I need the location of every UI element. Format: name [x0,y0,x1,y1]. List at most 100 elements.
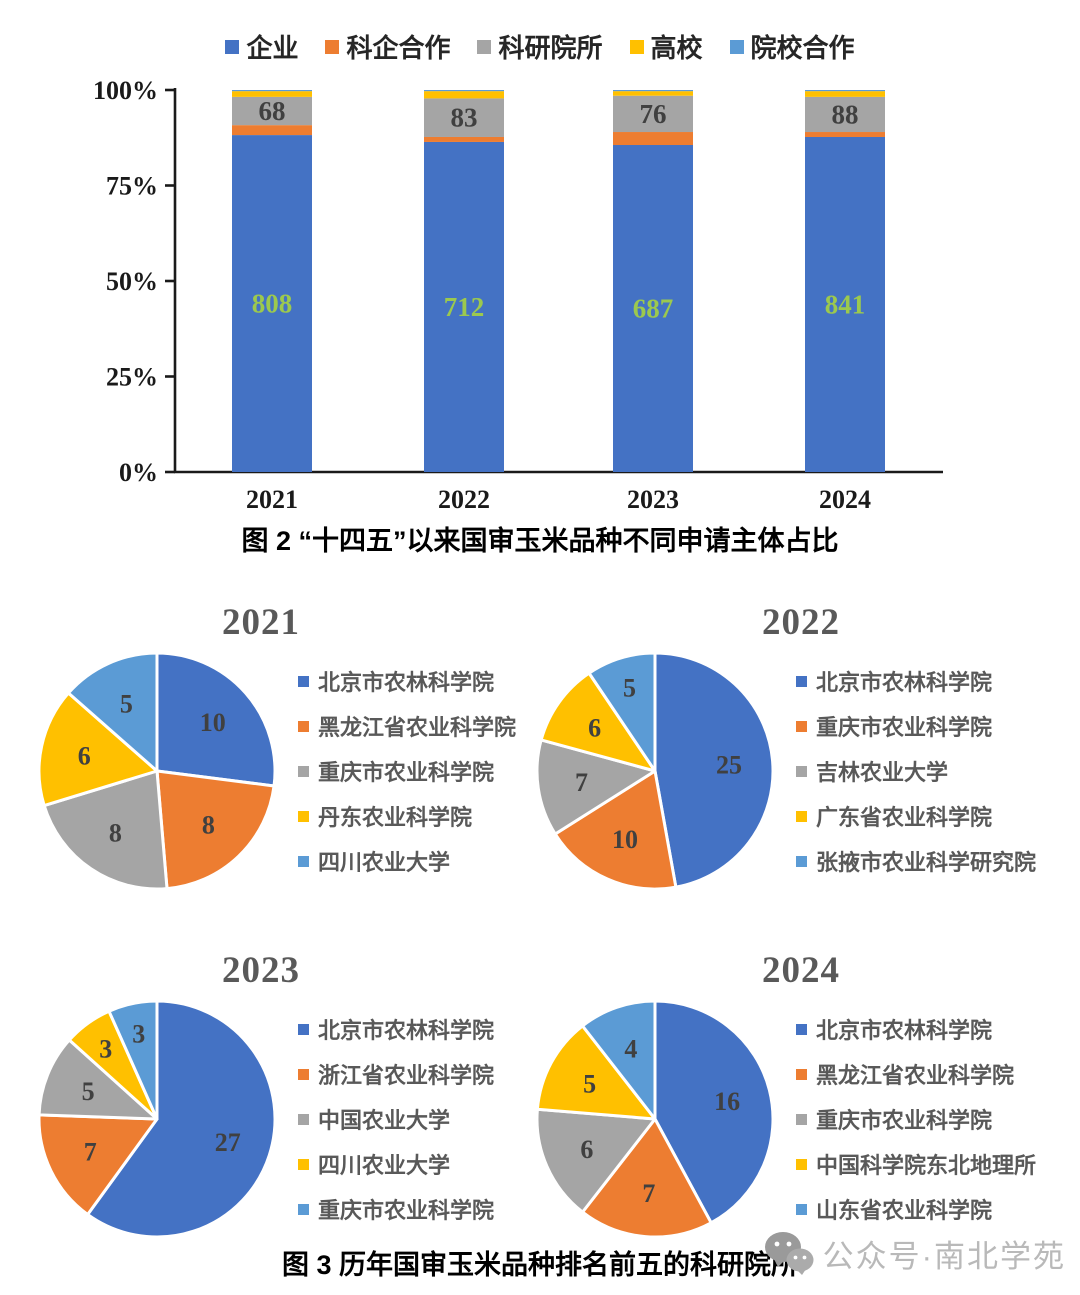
svg-text:0%: 0% [119,458,158,487]
svg-text:10: 10 [200,708,226,737]
svg-text:8: 8 [109,819,122,848]
legend-swatch [298,765,309,777]
svg-text:68: 68 [259,96,286,126]
svg-text:6: 6 [588,714,601,743]
legend-swatch [796,720,807,732]
legend-label: 中国农业大学 [318,1108,451,1133]
svg-text:2024: 2024 [819,485,871,514]
svg-text:83: 83 [451,103,478,133]
figure3-caption: 图 3 历年国审玉米品种排名前五的科研院所 [281,1250,799,1280]
legend-swatch [298,1158,309,1170]
legend-swatch [796,855,807,867]
svg-text:712: 712 [444,292,485,322]
legend-label: 丹东农业科学院 [318,805,473,830]
pie-legend-2022: 北京市农林科学院 重庆市农业科学院吉林农业大学广东省农业科学院张掖市农业科学研究院 [796,665,1036,877]
legend-label: 黑龙江省农业科学院 [318,715,517,740]
legend-label: 四川农业大学 [318,850,451,875]
pie-legend-item-4: 重庆市农业科学院 [298,1193,494,1225]
svg-text:8: 8 [202,811,215,840]
svg-text:2023: 2023 [627,485,679,514]
pie-grid: 2021 10 8 8 6 5 北京市农林科学院 黑龙江省农业科学院 重庆市农业科学院 丹东农… [0,593,1080,1289]
svg-text:2021: 2021 [246,485,298,514]
pie-legend-item-4: 山东省农业科学院 [796,1193,1036,1225]
legend-label: 浙江省农业科学院 [318,1063,495,1088]
pie-section-2024: 2024 16 7 6 5 4 北京市农林科学院 黑龙江省农业科学院 重庆市农业科学院 中国科… [522,941,1080,1289]
legend-label: 吉林农业大学 [816,760,949,785]
svg-text:5: 5 [583,1070,596,1099]
svg-text:2022: 2022 [438,485,490,514]
pie-legend-item-4: 张掖市农业科学研究院 [796,845,1036,877]
pie-chart-2021: 10 8 8 65 [37,651,277,891]
legend-label: 重庆市农业科学院 [816,1108,993,1133]
svg-text:25%: 25% [106,363,158,392]
svg-text:7: 7 [84,1138,97,1167]
pie-legend-item-1: 黑龙江省农业科学院 [298,710,516,742]
pie-legend-item-3: 四川农业大学 [298,1148,494,1180]
legend-label: 北京市农林科学院 [816,1018,993,1043]
pie-title-2023: 2023 [222,950,300,991]
legend-swatch [298,1068,309,1080]
legend-swatch [796,1203,807,1215]
bar-legend-item-3: 高校 [629,28,703,65]
legend-swatch [477,39,492,54]
legend-swatch [796,765,807,777]
pie-legend-item-1: 重庆市农业科学院 [796,710,1036,742]
pie-legend-item-2: 重庆市农业科学院 [298,755,516,787]
legend-label: 北京市农林科学院 [318,1018,495,1043]
legend-label: 科研院所 [498,34,603,63]
pie-legend-2021: 北京市农林科学院黑龙江省农业科学院 重庆市农业科学院 丹东农业科学院 四川农业大学 [298,665,516,877]
legend-label: 广东省农业科学院 [816,805,993,830]
bar-legend-item-0: 企业 [225,28,298,65]
legend-label: 中国科学院东北地理所 [816,1153,1037,1178]
legend-label: 黑龙江省农业科学院 [816,1063,1015,1088]
bar-chart-legend: 企业 科企合作 科研院所 高校 院校合作 [0,28,1080,65]
pie-legend-item-1: 浙江省农业科学院 [298,1058,494,1090]
legend-swatch [629,39,644,54]
svg-text:808: 808 [252,289,293,319]
legend-swatch [796,1113,807,1125]
pie-legend-item-3: 丹东农业科学院 [298,800,516,832]
legend-label: 重庆市农业科学院 [318,760,495,785]
legend-swatch [298,810,309,822]
bar-legend-item-4: 院校合作 [729,28,855,65]
legend-label: 院校合作 [750,34,855,63]
pie-legend-item-0: 北京市农林科学院 [298,665,516,697]
watermark: 公众号·南北学苑 [763,1230,1066,1276]
legend-swatch [796,1158,807,1170]
pie-legend-item-4: 四川农业大学 [298,845,516,877]
svg-text:5: 5 [623,674,636,703]
legend-label: 重庆市农业科学院 [318,1198,495,1223]
legend-swatch [298,855,309,867]
pie-legend-item-3: 中国科学院东北地理所 [796,1148,1036,1180]
legend-label: 山东省农业科学院 [816,1198,993,1223]
svg-text:5: 5 [82,1077,95,1106]
legend-swatch [298,1023,309,1035]
figure2-caption: 图 2 “十四五”以来国审玉米品种不同申请主体占比 [241,526,839,556]
svg-text:3: 3 [132,1020,145,1049]
svg-text:687: 687 [633,294,674,324]
bar-legend-item-2: 科研院所 [477,28,603,65]
svg-text:7: 7 [642,1179,655,1208]
pie-legend-item-0: 北京市农林科学院 [298,1013,494,1045]
legend-label: 张掖市农业科学研究院 [816,850,1037,875]
pie-title-2022: 2022 [762,602,840,643]
pie-legend-item-0: 北京市农林科学院 [796,665,1036,697]
svg-text:10: 10 [612,825,638,854]
pie-title-2021: 2021 [222,602,300,643]
legend-swatch [796,1068,807,1080]
watermark-text: 公众号·南北学苑 [822,1238,1066,1274]
legend-swatch [325,39,340,54]
legend-swatch [729,39,744,54]
legend-swatch [796,675,807,687]
pie-legend-item-2: 重庆市农业科学院 [796,1103,1036,1135]
legend-label: 四川农业大学 [318,1153,451,1178]
svg-text:7: 7 [575,768,588,797]
svg-text:88: 88 [832,99,859,129]
svg-text:4: 4 [624,1035,637,1064]
legend-swatch [298,1113,309,1125]
pie-legend-2024: 北京市农林科学院 黑龙江省农业科学院 重庆市农业科学院中国科学院东北地理所 山东省农业… [796,1013,1036,1225]
svg-text:5: 5 [120,689,133,718]
wechat-icon [764,1232,814,1275]
svg-text:50%: 50% [106,267,158,296]
